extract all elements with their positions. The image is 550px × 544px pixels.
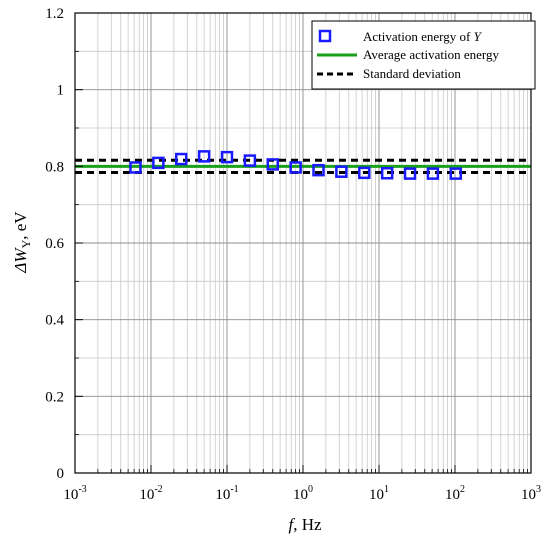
x-tick-label-base: 10 (215, 487, 230, 503)
legend-label-average: Average activation energy (363, 47, 499, 62)
series-layer (75, 150, 531, 180)
y-tick-label: 0.2 (45, 389, 64, 405)
x-tick-label: 101 (369, 484, 389, 503)
data-point (426, 167, 440, 180)
y-tick-labels: 0 0.2 0.4 0.6 0.8 1 1.2 (45, 6, 64, 482)
axis-ticks (74, 12, 532, 474)
data-point (358, 166, 371, 180)
legend-label-activation-var: Y (474, 29, 483, 44)
x-axis-label: f, Hz (288, 515, 322, 534)
data-point (152, 156, 165, 170)
data-point (312, 163, 325, 177)
data-point (243, 154, 257, 167)
x-tick-label: 102 (445, 484, 465, 503)
data-point (266, 158, 280, 171)
x-tick-label-base: 10 (521, 487, 536, 503)
x-tick-label-base: 10 (63, 487, 78, 503)
y-axis-label-unit: , eV (11, 211, 30, 240)
x-tick-label-exponent: 2 (460, 484, 465, 495)
y-axis-label: ΔWY, eV (11, 211, 33, 274)
data-point (335, 165, 348, 178)
x-tick-label: 10-3 (63, 484, 86, 503)
x-tick-label-base: 10 (293, 487, 308, 503)
x-tick-label-exponent: 3 (536, 484, 541, 495)
legend-label-activation-text: Activation energy of (363, 29, 474, 44)
data-point (449, 167, 463, 180)
data-point (403, 167, 417, 180)
data-point (174, 152, 188, 166)
y-tick-label: 1 (57, 83, 65, 99)
x-tick-label-exponent: 0 (308, 484, 313, 495)
x-axis-label-var: f (288, 515, 295, 534)
y-tick-label: 0.8 (45, 159, 64, 175)
x-tick-label-exponent: -1 (230, 484, 238, 495)
y-tick-label: 0 (57, 466, 65, 482)
x-tick-label: 10-2 (139, 484, 162, 503)
y-tick-label: 0.6 (45, 236, 64, 252)
legend-square-marker (318, 29, 332, 43)
data-point (129, 161, 142, 174)
x-tick-label-exponent: 1 (384, 484, 389, 495)
x-tick-label: 100 (293, 484, 313, 503)
legend: Activation energy of Y Average activatio… (311, 20, 536, 90)
x-tick-label: 103 (521, 484, 541, 503)
x-tick-label-exponent: -2 (154, 484, 162, 495)
x-tick-label-base: 10 (445, 487, 460, 503)
legend-label-std: Standard deviation (363, 66, 461, 81)
x-tick-label-base: 10 (369, 487, 384, 503)
legend-label-activation-energy: Activation energy of Y (363, 29, 483, 44)
x-axis-label-unit: , Hz (293, 515, 322, 534)
y-tick-label: 0.4 (45, 313, 64, 329)
data-point (220, 150, 234, 164)
data-point (197, 150, 211, 163)
y-tick-label: 1.2 (45, 6, 64, 22)
x-tick-labels: 10-3 10-2 10-1 100 101 102 103 (63, 484, 541, 503)
x-tick-label-exponent: -3 (78, 484, 86, 495)
x-tick-label-base: 10 (139, 487, 154, 503)
data-point (289, 161, 302, 174)
data-point (380, 166, 394, 180)
x-tick-label: 10-1 (215, 484, 238, 503)
y-axis-label-sub: Y (19, 239, 33, 248)
y-axis-label-delta: ΔW (11, 247, 30, 274)
